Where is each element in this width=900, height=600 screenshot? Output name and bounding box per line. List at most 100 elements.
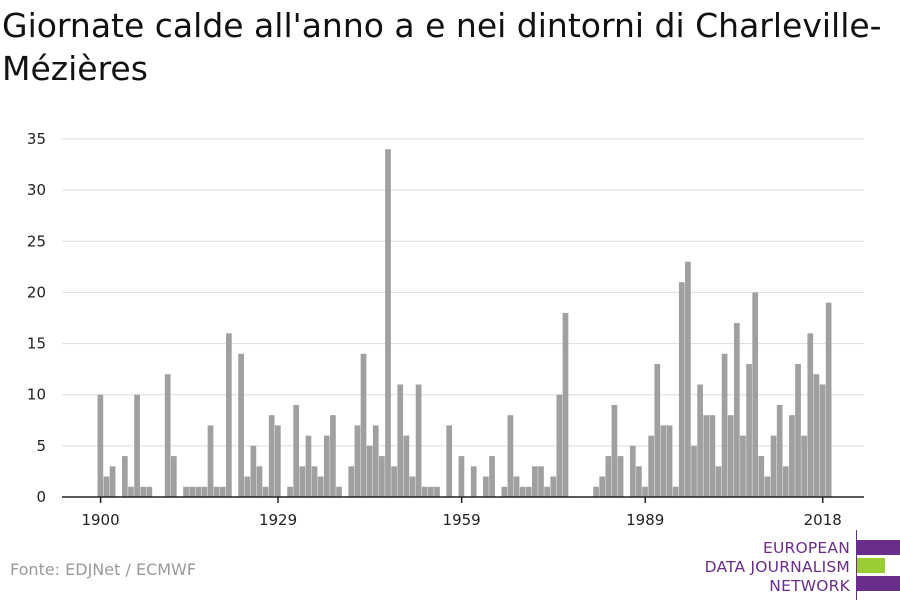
bar-year-1936 <box>317 476 324 497</box>
bar-year-1983 <box>605 456 612 497</box>
bar-year-2016 <box>807 333 814 497</box>
bar-year-1953 <box>421 486 428 497</box>
bar-year-1991 <box>654 364 661 497</box>
bar-year-1989 <box>642 486 648 497</box>
chart-title: Giornate calde all'anno a e nei dintorni… <box>2 6 882 88</box>
bar-year-1923 <box>238 353 244 497</box>
bar-year-1971 <box>532 466 538 497</box>
bar-year-1943 <box>360 353 367 497</box>
bar-year-1948 <box>391 466 397 497</box>
bar-year-2008 <box>758 456 765 497</box>
logo-separator <box>856 530 857 600</box>
bar-year-1919 <box>213 486 220 497</box>
x-tick-label: 1900 <box>81 511 119 529</box>
logo-line-1: EUROPEAN <box>762 539 850 557</box>
bar-year-1920 <box>219 486 226 497</box>
bar-year-1929 <box>274 425 281 497</box>
y-tick-label: 10 <box>27 386 46 404</box>
y-tick-label: 20 <box>27 283 46 301</box>
bar-year-1947 <box>385 149 391 498</box>
bar-year-1990 <box>648 435 655 497</box>
bar-year-1924 <box>244 476 251 497</box>
bar-year-1921 <box>226 333 232 497</box>
bar-year-1949 <box>397 384 404 497</box>
y-tick-label: 5 <box>36 437 46 455</box>
bar-year-1901 <box>103 476 110 497</box>
bar-year-1944 <box>366 445 373 497</box>
y-tick-label: 15 <box>27 335 46 353</box>
bar-year-1961 <box>470 466 477 497</box>
edjnet-logo: EUROPEAN DATA JOURNALISM NETWORK <box>700 530 900 600</box>
bar-year-2019 <box>825 302 832 497</box>
x-axis-labels: 1900 1929 1959 1989 2018 <box>81 511 841 529</box>
bar-year-1900 <box>97 394 104 497</box>
bar-year-1951 <box>409 476 416 497</box>
bar-year-2005 <box>740 435 746 497</box>
bar-year-1993 <box>666 425 673 497</box>
bar-year-1985 <box>617 456 624 497</box>
bar-year-1996 <box>685 261 691 497</box>
bar-year-1925 <box>250 445 257 497</box>
bars <box>97 149 832 498</box>
bar-year-2010 <box>770 435 777 497</box>
bar-year-2007 <box>752 292 759 497</box>
bar-year-2014 <box>795 364 801 497</box>
bar-year-1928 <box>268 415 275 497</box>
y-axis-labels: 0 5 10 15 20 25 30 35 <box>27 130 46 506</box>
bar-year-1931 <box>287 486 293 497</box>
bar-year-1984 <box>611 404 618 497</box>
bar-year-1987 <box>629 445 636 497</box>
bar-year-1959 <box>458 456 465 497</box>
bar-year-2012 <box>782 466 789 497</box>
bar-year-1938 <box>330 415 336 497</box>
x-tick-label: 1929 <box>259 511 297 529</box>
bar-year-1939 <box>336 486 342 497</box>
bar-year-1912 <box>170 456 177 497</box>
bar-year-1963 <box>483 476 489 497</box>
source-note: Fonte: EDJNet / ECMWF <box>10 560 197 579</box>
bar-year-1911 <box>164 374 171 497</box>
bar-year-2018 <box>819 384 826 497</box>
bar-year-1946 <box>379 456 385 497</box>
bar-year-2000 <box>709 415 716 497</box>
bar-year-1974 <box>550 476 557 497</box>
bar-year-1917 <box>201 486 208 497</box>
logo-bar-green <box>857 558 885 573</box>
bar-year-2011 <box>776 404 783 497</box>
y-tick-label: 35 <box>27 130 46 148</box>
bar-year-1964 <box>489 456 495 497</box>
bar-year-1942 <box>354 425 361 497</box>
bar-year-1976 <box>562 312 569 497</box>
bar-year-1995 <box>678 282 685 497</box>
bar-year-2002 <box>721 353 728 497</box>
bar-year-1968 <box>513 476 520 497</box>
bar-year-2017 <box>813 374 820 497</box>
bar-year-2006 <box>746 364 752 497</box>
grid-lines <box>62 138 864 447</box>
bar-year-2004 <box>733 323 740 497</box>
bar-chart: 0 5 10 15 20 25 30 35 1900 1929 1959 1989 2018 <box>27 130 864 529</box>
bar-year-1904 <box>121 456 128 497</box>
bar-year-1954 <box>427 486 434 497</box>
bar-year-1972 <box>538 466 544 497</box>
bar-year-2015 <box>801 435 808 497</box>
bar-year-1997 <box>691 445 697 497</box>
x-tick-label: 1989 <box>626 511 664 529</box>
bar-year-1907 <box>140 486 147 497</box>
bar-year-1955 <box>434 486 440 497</box>
bar-year-1914 <box>183 486 189 497</box>
bar-year-1916 <box>195 486 202 497</box>
bar-year-1981 <box>593 486 599 497</box>
bar-year-1999 <box>703 415 710 497</box>
bar-year-1975 <box>556 394 563 497</box>
bar-year-1927 <box>262 486 269 497</box>
bar-year-1994 <box>672 486 679 497</box>
bar-year-2009 <box>764 476 771 497</box>
y-tick-label: 0 <box>36 488 46 506</box>
bar-year-1973 <box>544 486 550 497</box>
bar-year-1970 <box>525 486 532 497</box>
bar-year-1905 <box>128 486 134 497</box>
bar-year-1918 <box>207 425 214 497</box>
logo-line-3: NETWORK <box>769 577 850 595</box>
bar-year-1906 <box>134 394 140 497</box>
